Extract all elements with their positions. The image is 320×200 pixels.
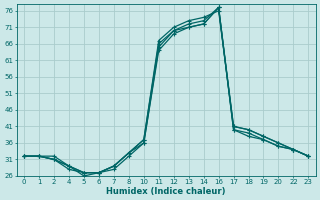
X-axis label: Humidex (Indice chaleur): Humidex (Indice chaleur) bbox=[107, 187, 226, 196]
